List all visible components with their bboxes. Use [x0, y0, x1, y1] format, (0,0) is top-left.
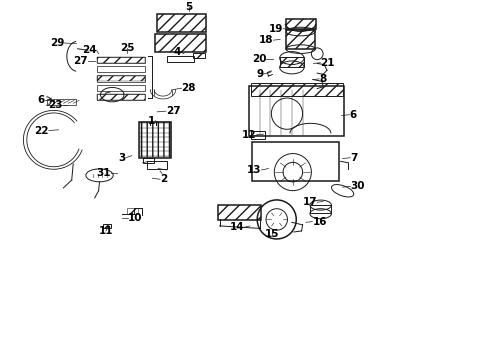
Text: 10: 10 [128, 213, 143, 222]
Bar [97, 57, 146, 63]
Text: 16: 16 [312, 217, 327, 226]
Text: 9: 9 [256, 69, 264, 79]
Text: 27: 27 [73, 56, 88, 66]
Bar [97, 85, 146, 91]
Text: 1: 1 [148, 116, 155, 126]
Bar [97, 57, 145, 63]
Bar [218, 205, 261, 220]
Bar [310, 206, 331, 213]
Text: 29: 29 [50, 38, 64, 48]
Bar [155, 35, 206, 51]
Text: 15: 15 [265, 229, 279, 239]
Text: 3: 3 [119, 153, 126, 163]
Bar [280, 57, 304, 67]
Text: 6: 6 [38, 95, 45, 105]
Bar [251, 131, 265, 139]
Bar [97, 76, 145, 81]
Bar [157, 14, 206, 32]
Text: 23: 23 [49, 100, 63, 110]
Bar [140, 122, 171, 157]
Text: 6: 6 [349, 110, 357, 120]
Bar [249, 86, 344, 136]
Bar [97, 66, 146, 72]
Text: 30: 30 [350, 181, 365, 192]
Text: 5: 5 [185, 2, 193, 12]
Bar [167, 56, 194, 62]
Text: 24: 24 [82, 45, 97, 55]
Text: 19: 19 [269, 24, 283, 34]
Bar [193, 53, 205, 58]
Bar [139, 122, 171, 158]
Bar [97, 94, 145, 100]
Text: 2: 2 [160, 174, 167, 184]
Bar [251, 83, 343, 96]
Bar [143, 158, 154, 163]
Text: 14: 14 [229, 222, 244, 232]
Text: 13: 13 [247, 165, 262, 175]
Bar [147, 161, 167, 168]
Bar [286, 19, 316, 30]
Text: 11: 11 [98, 226, 113, 236]
Text: 22: 22 [34, 126, 49, 135]
Text: 21: 21 [320, 58, 335, 68]
Bar [103, 224, 111, 228]
Bar [97, 75, 146, 82]
Text: 4: 4 [173, 47, 181, 57]
Text: 20: 20 [252, 54, 267, 64]
Bar [286, 30, 315, 49]
Text: 18: 18 [259, 35, 273, 45]
Bar [97, 94, 146, 100]
Bar [48, 99, 75, 105]
Text: 7: 7 [350, 153, 358, 163]
Bar [127, 208, 138, 214]
Text: 27: 27 [166, 106, 180, 116]
Text: 8: 8 [319, 74, 326, 84]
Text: 12: 12 [242, 130, 257, 140]
Text: 17: 17 [303, 197, 317, 207]
Text: 28: 28 [182, 83, 196, 93]
Bar [252, 142, 339, 181]
Text: 25: 25 [120, 44, 134, 53]
Text: 31: 31 [96, 168, 111, 178]
